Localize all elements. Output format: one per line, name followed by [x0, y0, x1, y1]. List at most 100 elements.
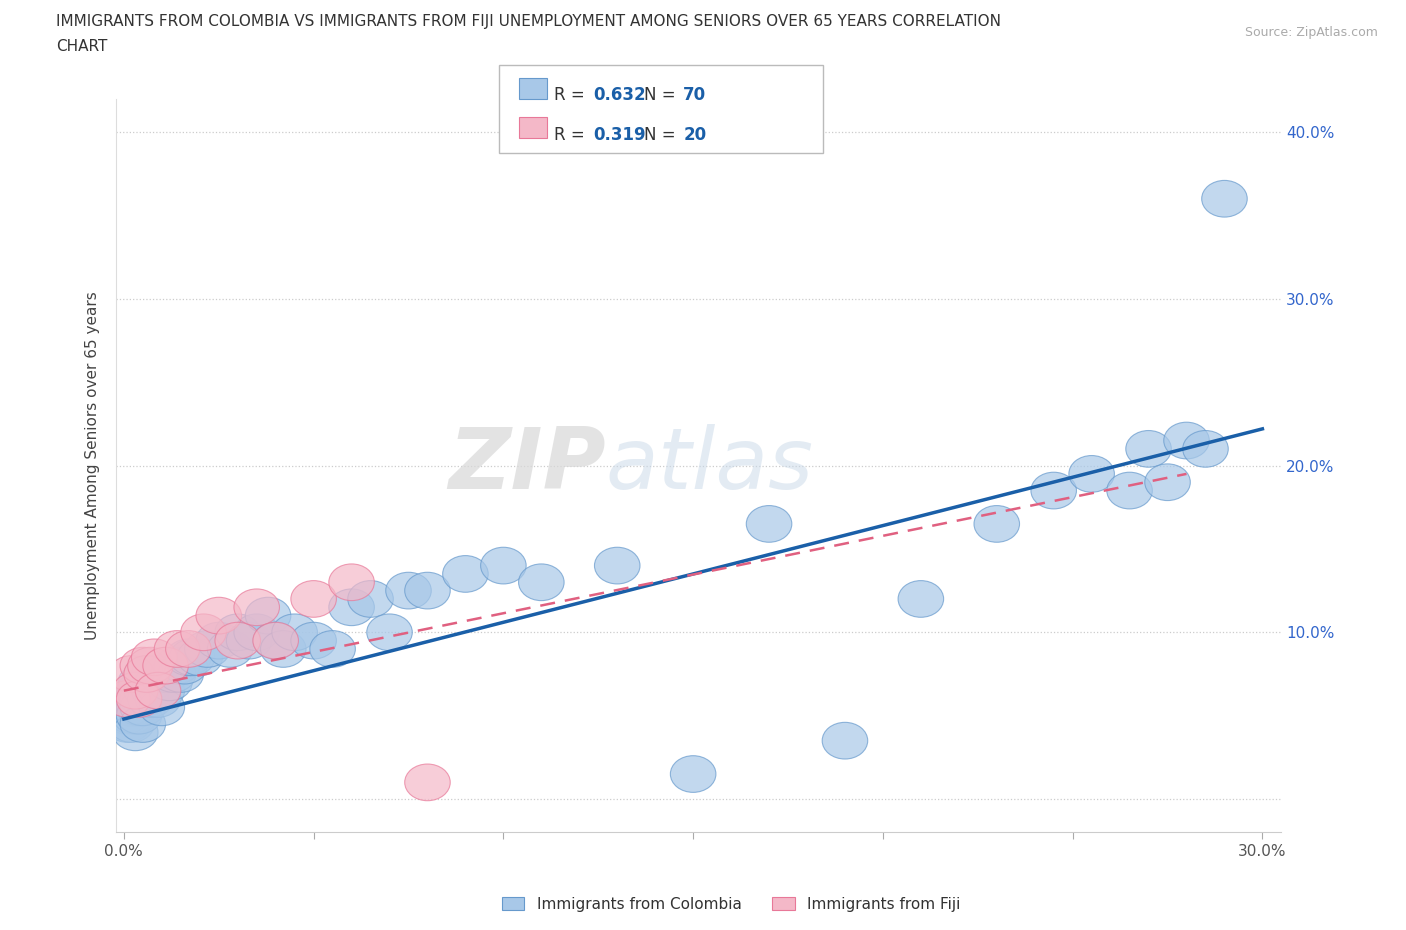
Ellipse shape [120, 647, 166, 684]
Ellipse shape [124, 656, 169, 692]
Ellipse shape [253, 622, 298, 659]
Ellipse shape [157, 656, 204, 692]
Ellipse shape [747, 506, 792, 542]
Ellipse shape [139, 672, 184, 709]
Ellipse shape [120, 689, 166, 725]
Ellipse shape [155, 647, 200, 684]
Ellipse shape [131, 672, 177, 709]
Ellipse shape [215, 622, 260, 659]
Ellipse shape [1144, 464, 1191, 500]
Ellipse shape [443, 555, 488, 592]
Ellipse shape [118, 664, 163, 700]
Ellipse shape [1202, 180, 1247, 217]
Ellipse shape [233, 614, 280, 651]
Ellipse shape [195, 597, 242, 634]
Ellipse shape [329, 564, 374, 601]
Ellipse shape [108, 698, 155, 734]
Text: Source: ZipAtlas.com: Source: ZipAtlas.com [1244, 26, 1378, 39]
Text: R =: R = [554, 86, 585, 104]
Text: 20: 20 [683, 126, 706, 143]
Ellipse shape [124, 672, 169, 709]
Ellipse shape [103, 698, 149, 734]
Ellipse shape [177, 639, 222, 676]
Ellipse shape [309, 631, 356, 668]
Ellipse shape [823, 723, 868, 759]
Ellipse shape [117, 689, 162, 725]
Ellipse shape [1069, 456, 1115, 492]
Ellipse shape [105, 681, 150, 717]
Ellipse shape [207, 631, 253, 668]
Ellipse shape [112, 698, 157, 734]
Ellipse shape [253, 622, 298, 659]
Ellipse shape [974, 506, 1019, 542]
Ellipse shape [117, 681, 162, 717]
Ellipse shape [184, 631, 231, 668]
Ellipse shape [215, 614, 260, 651]
Text: N =: N = [644, 126, 675, 143]
Ellipse shape [143, 647, 188, 684]
Ellipse shape [226, 622, 271, 659]
Legend: Immigrants from Colombia, Immigrants from Fiji: Immigrants from Colombia, Immigrants fro… [495, 890, 967, 918]
Ellipse shape [108, 656, 155, 692]
Ellipse shape [112, 714, 157, 751]
Ellipse shape [1107, 472, 1153, 509]
Text: 0.319: 0.319 [593, 126, 645, 143]
Ellipse shape [898, 580, 943, 618]
Ellipse shape [112, 689, 157, 725]
Ellipse shape [671, 756, 716, 792]
Ellipse shape [131, 639, 177, 676]
Ellipse shape [150, 656, 195, 692]
Ellipse shape [146, 664, 193, 700]
Ellipse shape [117, 672, 162, 709]
Ellipse shape [114, 681, 160, 717]
Y-axis label: Unemployment Among Seniors over 65 years: Unemployment Among Seniors over 65 years [86, 291, 100, 640]
Ellipse shape [155, 631, 200, 668]
Ellipse shape [139, 689, 184, 725]
Ellipse shape [245, 597, 291, 634]
Text: atlas: atlas [606, 424, 814, 507]
Ellipse shape [595, 547, 640, 584]
Ellipse shape [405, 572, 450, 609]
Ellipse shape [233, 589, 280, 626]
Ellipse shape [117, 698, 162, 734]
Text: IMMIGRANTS FROM COLOMBIA VS IMMIGRANTS FROM FIJI UNEMPLOYMENT AMONG SENIORS OVER: IMMIGRANTS FROM COLOMBIA VS IMMIGRANTS F… [56, 14, 1001, 29]
Ellipse shape [405, 764, 450, 801]
Ellipse shape [1164, 422, 1209, 458]
Text: ZIP: ZIP [449, 424, 606, 507]
Ellipse shape [128, 681, 173, 717]
Ellipse shape [1031, 472, 1077, 509]
Ellipse shape [481, 547, 526, 584]
Ellipse shape [347, 580, 394, 618]
Ellipse shape [128, 664, 173, 700]
Ellipse shape [291, 580, 336, 618]
Ellipse shape [166, 631, 211, 668]
Ellipse shape [1182, 431, 1229, 467]
Ellipse shape [329, 589, 374, 626]
Ellipse shape [108, 706, 155, 742]
Ellipse shape [519, 564, 564, 601]
Ellipse shape [112, 672, 157, 709]
Ellipse shape [124, 656, 169, 692]
Ellipse shape [120, 706, 166, 742]
Ellipse shape [111, 681, 156, 717]
Ellipse shape [135, 681, 181, 717]
Ellipse shape [166, 639, 211, 676]
Ellipse shape [107, 689, 152, 725]
Ellipse shape [181, 614, 226, 651]
Ellipse shape [105, 706, 150, 742]
Ellipse shape [120, 681, 166, 717]
Text: R =: R = [554, 126, 585, 143]
Ellipse shape [169, 639, 215, 676]
Text: 70: 70 [683, 86, 706, 104]
Ellipse shape [385, 572, 432, 609]
Ellipse shape [260, 631, 307, 668]
Ellipse shape [291, 622, 336, 659]
Ellipse shape [1126, 431, 1171, 467]
Text: N =: N = [644, 86, 675, 104]
Ellipse shape [143, 656, 188, 692]
Ellipse shape [271, 614, 318, 651]
Ellipse shape [128, 647, 173, 684]
Ellipse shape [131, 656, 177, 692]
Ellipse shape [162, 647, 207, 684]
Ellipse shape [367, 614, 412, 651]
